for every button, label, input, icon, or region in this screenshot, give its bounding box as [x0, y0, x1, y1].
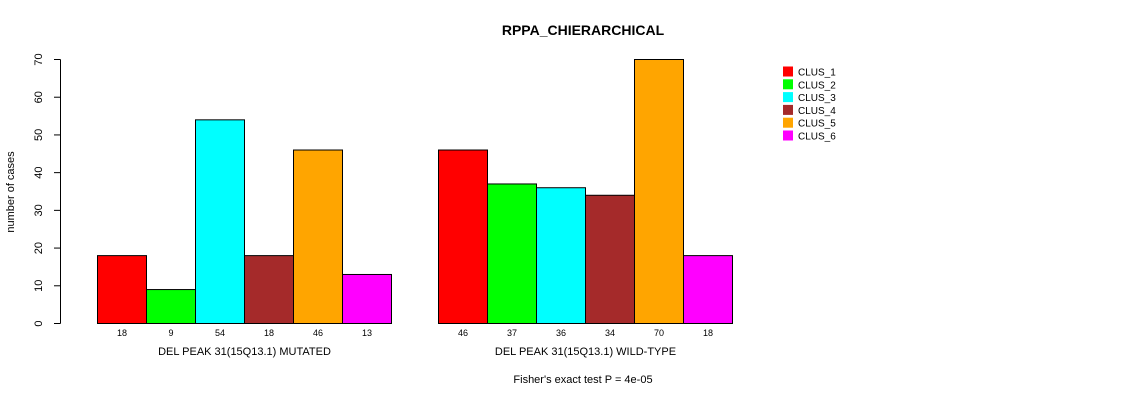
count-label: 37 — [507, 328, 517, 338]
bars — [97, 59, 733, 325]
count-label: 54 — [215, 328, 225, 338]
count-label: 9 — [168, 328, 173, 338]
count-label: 18 — [264, 328, 274, 338]
legend-swatch — [783, 79, 793, 90]
legend-swatch — [783, 66, 793, 77]
legend-swatch — [783, 104, 793, 115]
bar-clus-3 — [536, 187, 586, 324]
y-tick-label: 0 — [33, 320, 45, 326]
count-labels: 18 9 54 18 46 13 46 37 36 34 70 18 — [117, 328, 713, 338]
fisher-test-footnote: Fisher's exact test P = 4e-05 — [513, 374, 652, 386]
y-tick-label: 20 — [33, 242, 45, 254]
bar-clus-1 — [438, 149, 488, 324]
bar-clus-4 — [244, 255, 294, 324]
group-label: DEL PEAK 31(15Q13.1) WILD-TYPE — [495, 346, 676, 358]
bar-clus-3 — [195, 119, 245, 325]
group-labels: DEL PEAK 31(15Q13.1) MUTATED DEL PEAK 31(… — [158, 346, 676, 358]
count-label: 34 — [605, 328, 615, 338]
legend-label: CLUS_3 — [798, 93, 836, 104]
bar-clus-2 — [487, 183, 537, 324]
chart-title: RPPA_CHIERARCHICAL — [502, 22, 665, 38]
y-axis: 0 10 20 30 40 50 60 70 — [33, 53, 61, 327]
y-tick-label: 10 — [33, 280, 45, 292]
legend-label: CLUS_2 — [798, 80, 836, 91]
legend-label: CLUS_1 — [798, 68, 836, 79]
bar-clus-2 — [146, 289, 196, 324]
y-tick-label: 60 — [33, 91, 45, 103]
count-label: 18 — [117, 328, 127, 338]
bar-clus-1 — [97, 255, 147, 324]
y-axis-label: number of cases — [5, 151, 17, 233]
count-label: 13 — [362, 328, 372, 338]
bar-clus-5 — [293, 149, 343, 324]
legend-label: CLUS_4 — [798, 106, 836, 117]
count-label: 70 — [654, 328, 664, 338]
bar-clus-4 — [585, 194, 635, 324]
bar-clus-6 — [683, 255, 733, 324]
y-tick-label: 30 — [33, 204, 45, 216]
count-label: 36 — [556, 328, 566, 338]
count-label: 46 — [313, 328, 323, 338]
y-tick-label: 40 — [33, 167, 45, 179]
legend-label: CLUS_6 — [798, 132, 836, 143]
bar-clus-5 — [634, 59, 684, 324]
count-label: 46 — [458, 328, 468, 338]
bar-clus-6 — [342, 273, 392, 325]
group-label: DEL PEAK 31(15Q13.1) MUTATED — [158, 346, 331, 358]
y-tick-label: 50 — [33, 129, 45, 141]
legend-swatch — [783, 92, 793, 103]
count-label: 18 — [703, 328, 713, 338]
y-tick-label: 70 — [33, 53, 45, 65]
legend-swatch — [783, 117, 793, 128]
legend-label: CLUS_5 — [798, 119, 836, 130]
legend-swatch — [783, 130, 793, 141]
